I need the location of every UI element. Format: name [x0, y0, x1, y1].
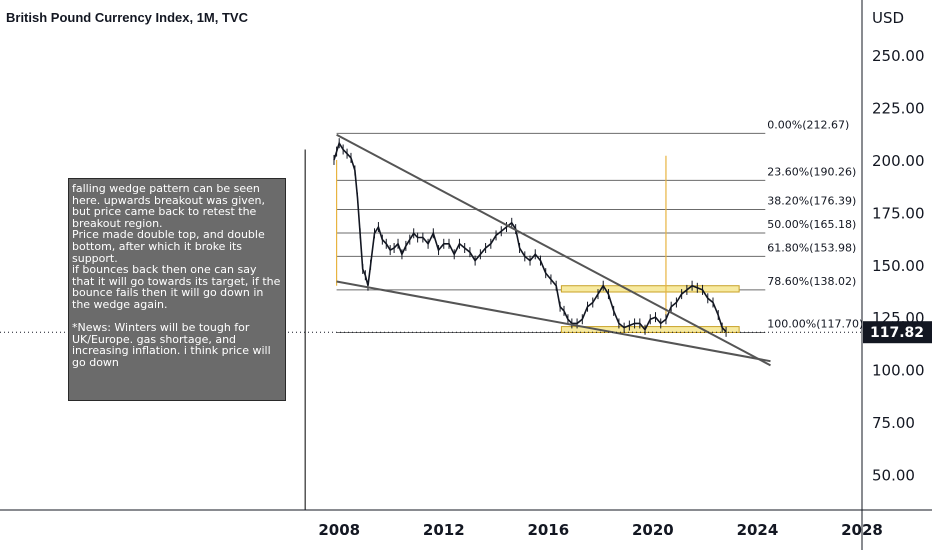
fib-level-label: 100.00%(117.70) — [767, 317, 863, 330]
x-tick-label: 2008 — [318, 521, 360, 539]
fib-level-label: 0.00%(212.67) — [767, 118, 849, 131]
y-tick-label: 175.00 — [872, 204, 925, 222]
currency-label: USD — [872, 9, 904, 27]
price-line — [333, 141, 727, 333]
y-tick-label: 150.00 — [872, 257, 925, 275]
vertical-markers — [304, 149, 667, 510]
fib-level-label: 38.20%(176.39) — [767, 194, 856, 207]
y-tick-label: 200.00 — [872, 152, 925, 170]
x-tick-label: 2012 — [423, 521, 465, 539]
price-series — [333, 138, 727, 337]
support-zones — [560, 285, 740, 333]
fib-level-label: 50.00%(165.18) — [767, 218, 856, 231]
fibonacci-labels: 0.00%(212.67) 23.60%(190.26) 38.20%(176.39… — [767, 118, 863, 330]
x-tick-label: 2020 — [632, 521, 674, 539]
x-tick-label: 2016 — [527, 521, 569, 539]
fib-level-label: 78.60%(138.02) — [767, 275, 856, 288]
support-zone — [560, 285, 740, 293]
wedge-trendline — [336, 133, 771, 367]
y-tick-label: 125.00 — [872, 309, 925, 327]
fib-level-label: 61.80%(153.98) — [767, 241, 856, 254]
fibonacci-lines — [336, 132, 766, 333]
fib-level-label: 23.60%(190.26) — [767, 165, 856, 178]
x-tick-label: 2024 — [737, 521, 779, 539]
support-zone — [560, 326, 740, 333]
wedge-trendline — [336, 280, 771, 363]
wedge-trendlines — [336, 133, 771, 367]
y-tick-label: 250.00 — [872, 47, 925, 65]
y-tick-label: 75.00 — [872, 414, 915, 432]
price-tag — [863, 321, 932, 344]
y-tick-label: 225.00 — [872, 100, 925, 118]
chart-title: British Pound Currency Index, 1M, TVC — [6, 10, 248, 25]
x-tick-label: 2028 — [841, 521, 883, 539]
price-tag-label: 117.82 — [870, 325, 924, 341]
annotation-note[interactable]: falling wedge pattern can be seen here. … — [68, 178, 286, 401]
y-tick-label: 50.00 — [872, 466, 915, 484]
y-tick-label: 100.00 — [872, 362, 925, 380]
